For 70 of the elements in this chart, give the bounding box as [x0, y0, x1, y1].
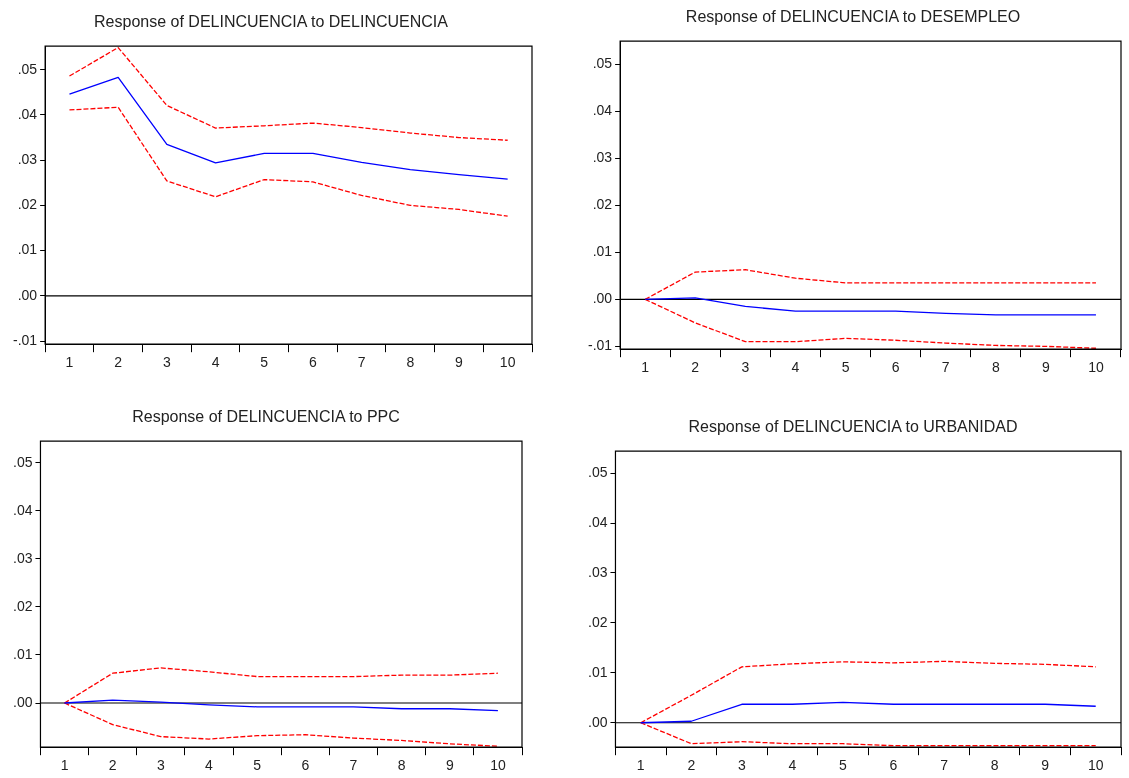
x-tick-label: 7: [349, 757, 358, 774]
y-tick-label: -.01: [588, 337, 613, 354]
x-tick-label: 2: [691, 359, 700, 376]
x-tick-label: 1: [65, 354, 74, 371]
x-tick-label: 8: [406, 354, 415, 371]
y-tick-label: .04: [592, 102, 613, 119]
x-tick-label: 5: [253, 757, 262, 774]
x-tick-label: 9: [455, 354, 464, 371]
y-tick-label: .05: [587, 464, 608, 481]
y-tick-label: .00: [587, 713, 608, 730]
y-tick-label: -.01: [13, 331, 38, 348]
x-tick-label: 5: [841, 359, 850, 376]
x-tick-label: 9: [445, 757, 454, 774]
x-tick-label: 4: [788, 757, 797, 774]
y-tick-label: .01: [592, 243, 613, 260]
x-tick-label: 3: [156, 757, 165, 774]
y-tick-label: .03: [17, 151, 38, 168]
y-tick-label: .04: [587, 513, 608, 530]
y-tick-label: .02: [592, 196, 613, 213]
chart-title: Response of DELINCUENCIA to DELINCUENCIA: [94, 13, 449, 31]
x-tick-label: 9: [1041, 757, 1050, 774]
y-tick-label: .00: [592, 290, 613, 307]
x-tick-label: 3: [741, 359, 750, 376]
x-tick-label: 6: [309, 354, 318, 371]
chart-title: Response of DELINCUENCIA to URBANIDAD: [688, 418, 1018, 436]
x-tick-label: 10: [490, 757, 506, 774]
y-tick-label: .05: [12, 453, 33, 470]
y-tick-label: .04: [12, 501, 33, 518]
y-tick-label: .03: [587, 563, 608, 580]
y-tick-label: .03: [592, 149, 613, 166]
x-tick-label: 1: [60, 757, 69, 774]
y-tick-label: .00: [12, 693, 33, 710]
y-tick-label: .01: [12, 645, 33, 662]
x-tick-label: 1: [641, 359, 650, 376]
y-tick-label: .01: [587, 663, 608, 680]
y-tick-label: .04: [17, 105, 38, 122]
x-tick-label: 2: [687, 757, 696, 774]
x-tick-label: 3: [162, 354, 171, 371]
x-tick-label: 6: [891, 359, 900, 376]
x-tick-label: 10: [1088, 359, 1104, 376]
x-tick-label: 6: [889, 757, 898, 774]
x-tick-label: 7: [941, 359, 950, 376]
x-tick-label: 4: [205, 757, 214, 774]
x-tick-label: 9: [1041, 359, 1050, 376]
x-tick-label: 3: [737, 757, 746, 774]
x-tick-label: 8: [397, 757, 406, 774]
y-tick-label: .02: [587, 613, 608, 630]
y-tick-label: .02: [17, 196, 38, 213]
x-tick-label: 10: [499, 354, 516, 371]
chart-title: Response of DELINCUENCIA to DESEMPLEO: [685, 8, 1021, 26]
y-tick-label: .00: [17, 286, 38, 303]
y-tick-label: .05: [17, 60, 38, 77]
x-tick-label: 8: [991, 359, 1000, 376]
x-tick-label: 2: [114, 354, 123, 371]
x-tick-label: 7: [940, 757, 949, 774]
y-tick-label: .05: [592, 55, 613, 72]
x-tick-label: 4: [791, 359, 800, 376]
y-tick-label: .02: [12, 597, 33, 614]
chart-title: Response of DELINCUENCIA to PPC: [132, 408, 400, 426]
x-tick-label: 8: [990, 757, 999, 774]
y-tick-label: .03: [12, 549, 33, 566]
x-tick-label: 1: [636, 757, 645, 774]
x-tick-label: 5: [839, 757, 848, 774]
x-tick-label: 10: [1087, 757, 1104, 774]
y-tick-label: .01: [17, 241, 38, 258]
x-tick-label: 5: [260, 354, 269, 371]
x-tick-label: 6: [301, 757, 310, 774]
x-tick-label: 4: [211, 354, 220, 371]
x-tick-label: 7: [357, 354, 366, 371]
x-tick-label: 2: [108, 757, 117, 774]
